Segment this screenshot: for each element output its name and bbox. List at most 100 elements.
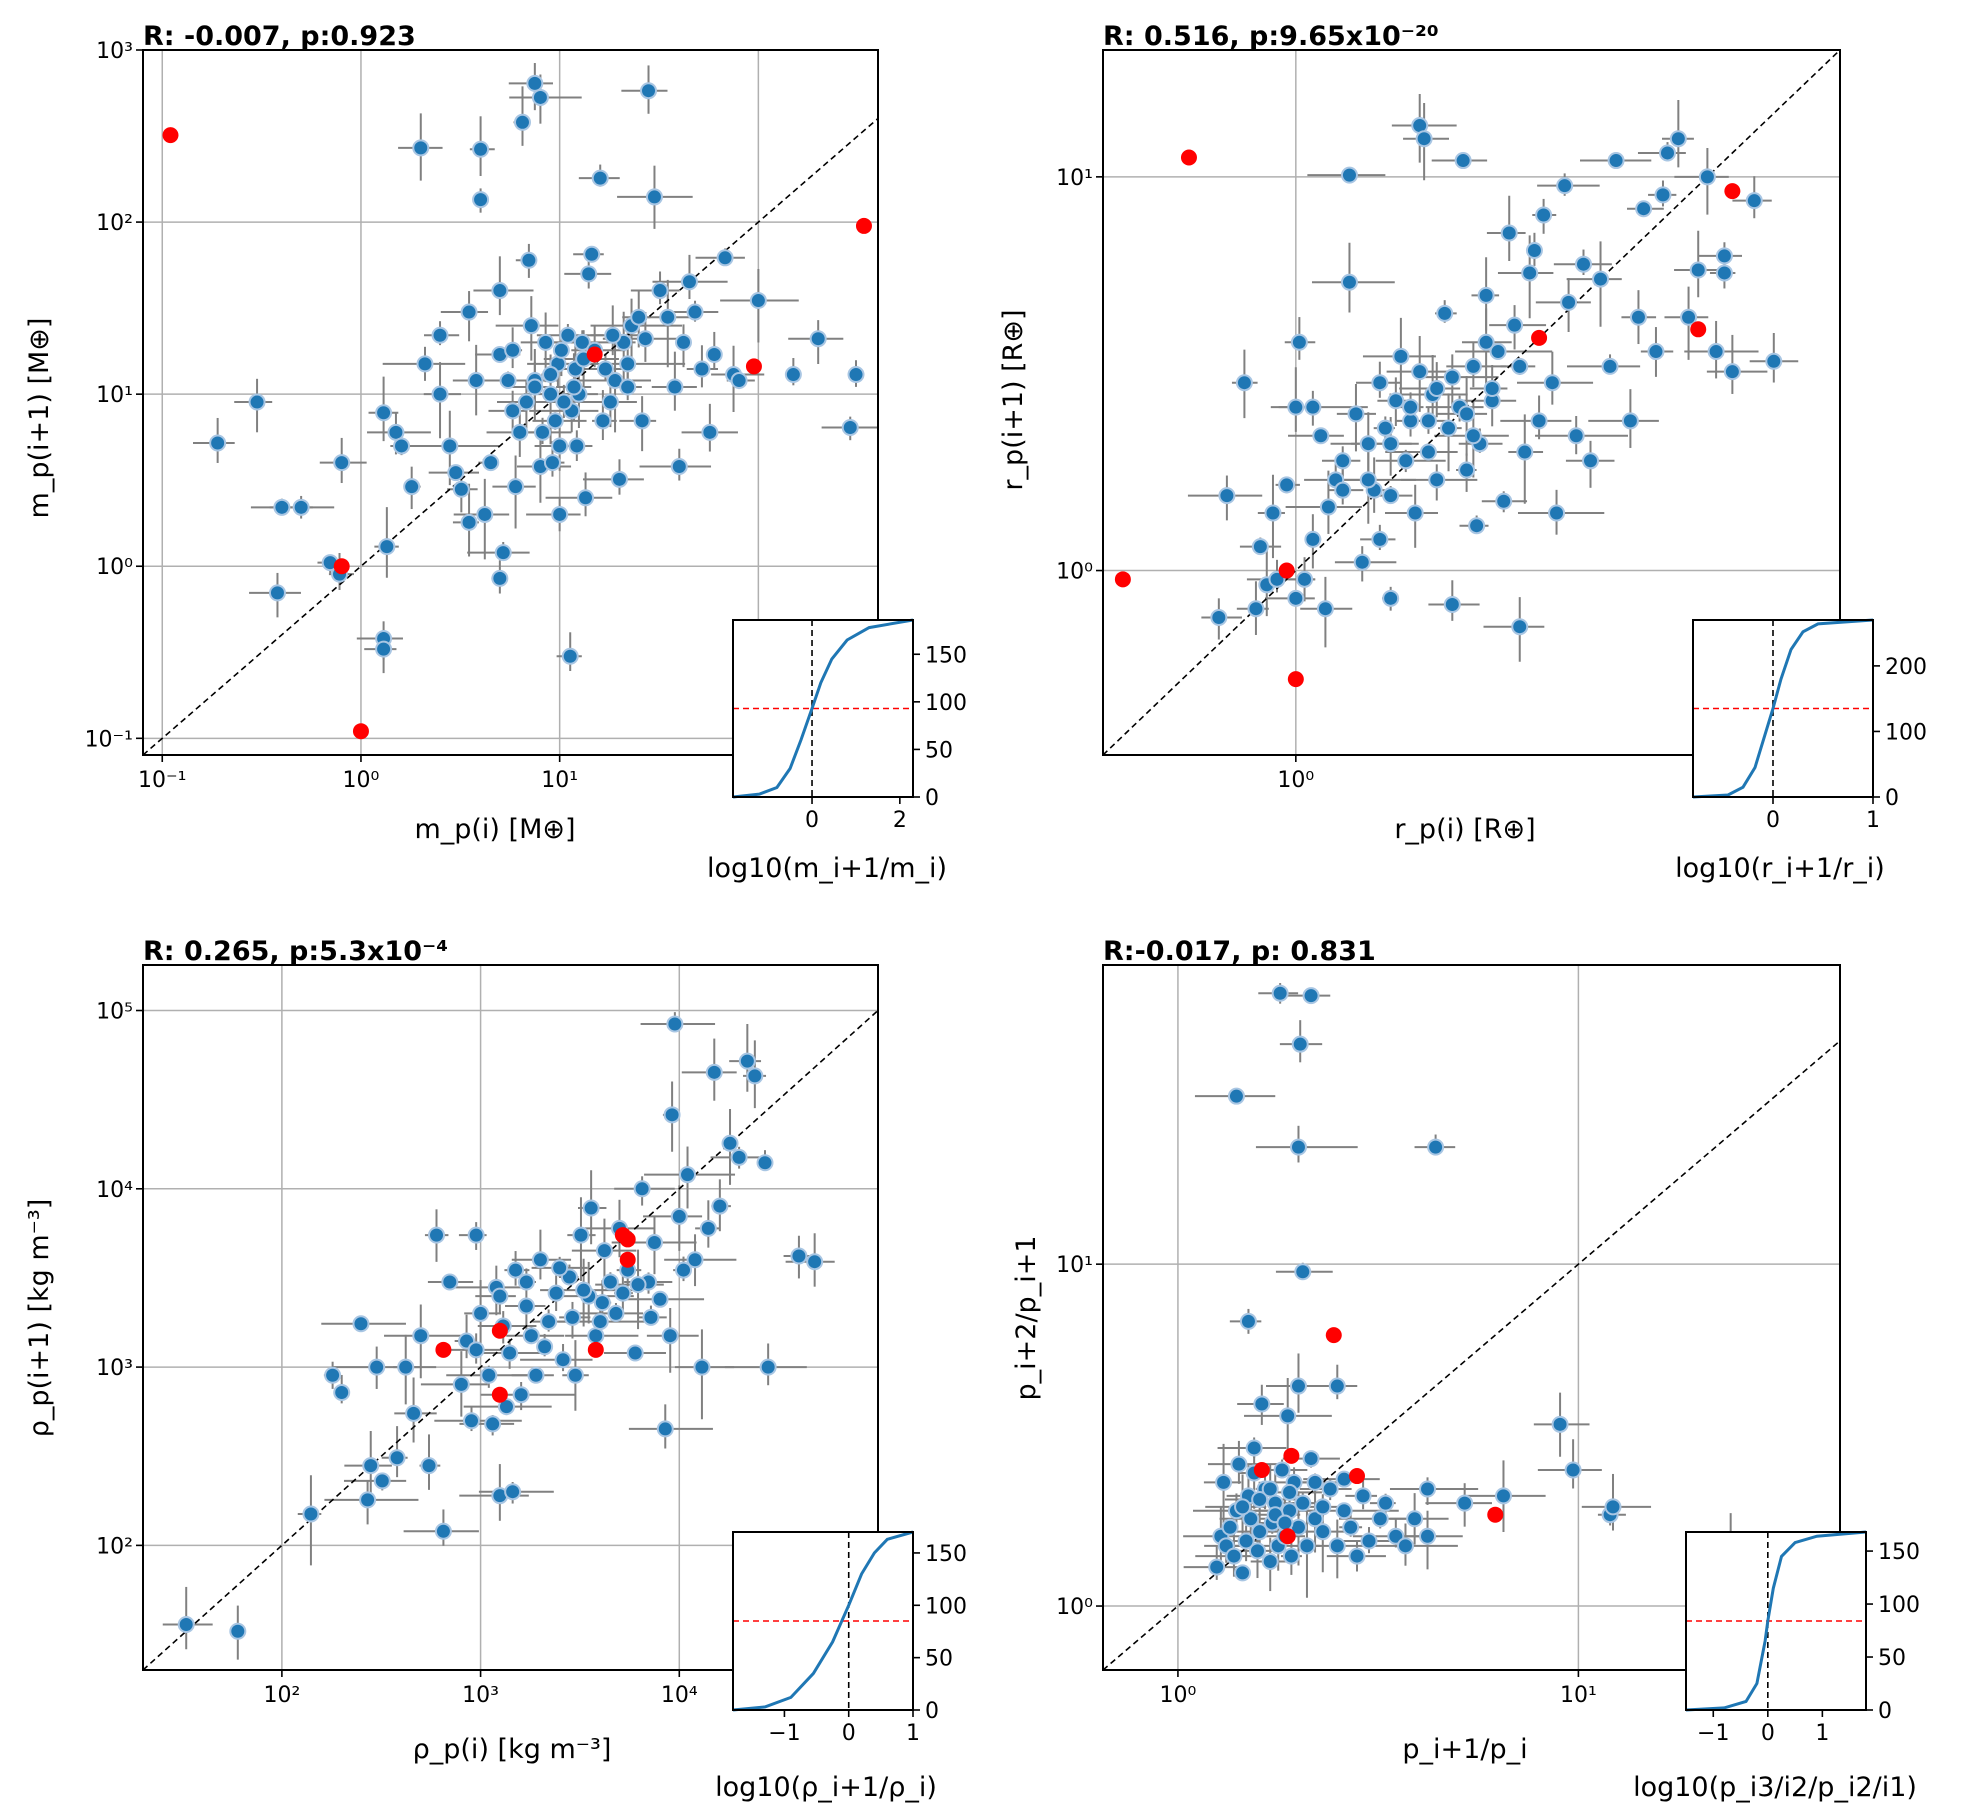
highlight-point [1349, 1468, 1366, 1485]
data-point [1296, 570, 1314, 588]
data-point [431, 385, 449, 403]
data-point [610, 470, 628, 488]
data-point [1314, 1498, 1332, 1516]
data-point [1248, 1542, 1266, 1560]
data-point [1334, 452, 1352, 470]
data-point [675, 1261, 693, 1279]
chart-title: R: 0.516, p:9.65x10⁻²⁰ [1103, 21, 1439, 52]
data-point [1319, 498, 1337, 516]
x-tick-label: 10² [263, 1683, 300, 1708]
data-point [1419, 412, 1437, 430]
data-point [591, 169, 609, 187]
data-point [1360, 1532, 1378, 1550]
highlight-point [162, 127, 179, 144]
data-point [1261, 1480, 1279, 1498]
data-point [666, 1015, 684, 1033]
data-point [501, 1344, 519, 1362]
data-point [1242, 1510, 1260, 1528]
data-point [693, 360, 711, 378]
y-tick-label: 10⁻¹ [85, 727, 133, 752]
data-point [573, 333, 591, 351]
data-point [1582, 452, 1600, 470]
data-point [248, 393, 266, 411]
data-point [759, 1358, 777, 1376]
data-point [1289, 1377, 1307, 1395]
plot-area [143, 1009, 878, 1670]
data-point [559, 326, 577, 344]
data-point [393, 437, 411, 455]
data-point [1294, 1494, 1312, 1512]
data-point [809, 330, 827, 348]
data-point [701, 423, 719, 441]
data-point [1261, 1552, 1279, 1570]
inset-x-label: log10(m_i+1/m_i) [707, 853, 947, 884]
data-point [1477, 286, 1495, 304]
data-point [302, 1505, 320, 1523]
inset-x-tick-label: 0 [805, 808, 819, 833]
data-point [1314, 1523, 1332, 1541]
data-point [472, 140, 490, 158]
inset-y-tick-label: 50 [925, 1647, 953, 1672]
inset-x-tick-label: 2 [893, 808, 907, 833]
data-point [1427, 1138, 1445, 1156]
panel-mass: R: -0.007, p:0.923 10⁻¹ 10⁰ 10¹ 10² 10⁻¹ 10⁰ 1… [24, 21, 967, 884]
data-point [511, 423, 529, 441]
data-point [517, 1273, 535, 1291]
data-point [537, 333, 555, 351]
data-point [1415, 130, 1433, 148]
data-point [583, 245, 601, 263]
inset-frame [732, 619, 914, 798]
y-tick-label: 10⁰ [1056, 560, 1093, 585]
highlight-point [1253, 1461, 1270, 1478]
data-point [1659, 144, 1677, 162]
data-point [577, 489, 595, 507]
data-point [209, 434, 227, 452]
data-point [1348, 1547, 1366, 1565]
data-point [491, 282, 509, 300]
highlight-point [491, 1322, 508, 1339]
y-tick-label: 10¹ [96, 383, 133, 408]
data-point [1392, 347, 1410, 365]
data-point [1321, 1480, 1339, 1498]
x-axis-label: p_i+1/p_i [1402, 1734, 1527, 1765]
data-point [663, 1106, 681, 1124]
data-point [1525, 242, 1543, 260]
data-point [699, 1219, 717, 1237]
data-point [368, 1358, 386, 1376]
data-point [1443, 595, 1461, 613]
data-point [651, 1290, 669, 1308]
highlight-point [1325, 1327, 1342, 1344]
data-point [531, 1251, 549, 1269]
data-point [651, 282, 669, 300]
highlight-point [855, 217, 872, 234]
data-point [522, 317, 540, 335]
inset-x-tick-label: 0 [842, 1721, 856, 1746]
one-to-one-line [1103, 1040, 1840, 1670]
data-point [1287, 589, 1305, 607]
data-point [561, 647, 579, 665]
data-point [1456, 1494, 1474, 1512]
panel-period-ratio: R:-0.017, p: 0.831 10⁰ 10¹ 10⁰ 10¹ −1 0 1 0 50 10… [1011, 936, 1920, 1803]
inset-y-tick-label: 100 [1878, 1593, 1920, 1618]
data-point [1647, 343, 1665, 361]
data-point [1454, 152, 1472, 170]
data-point [1543, 374, 1561, 392]
y-tick-label: 10² [96, 211, 133, 236]
x-axis-label: ρ_p(i) [kg m⁻³] [413, 1734, 612, 1765]
inset-x-label: log10(p_i3/i2/p_i2/i1) [1633, 1772, 1917, 1803]
data-point [630, 308, 648, 326]
data-point [1406, 504, 1424, 522]
data-point [517, 1297, 535, 1315]
data-point [1227, 1087, 1245, 1105]
y-tick-label: 10⁵ [96, 1000, 133, 1025]
data-point [1273, 1461, 1291, 1479]
highlight-point [1279, 1528, 1296, 1545]
data-point [434, 1522, 452, 1540]
data-point [1440, 419, 1458, 437]
data-point [403, 478, 421, 496]
data-point [499, 372, 517, 390]
data-point [1548, 504, 1566, 522]
data-point [575, 1281, 593, 1299]
data-point [1715, 264, 1733, 282]
one-to-one-line [143, 1009, 878, 1670]
